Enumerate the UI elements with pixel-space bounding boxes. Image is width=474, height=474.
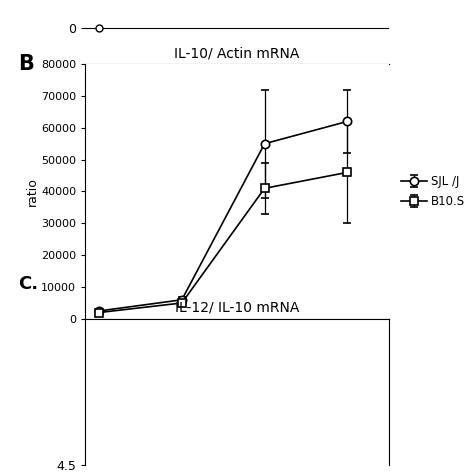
Text: C.: C.	[18, 275, 39, 293]
Title: IL-10/ Actin mRNA: IL-10/ Actin mRNA	[174, 46, 300, 60]
Legend: SJL /J, B10.S: SJL /J, B10.S	[401, 175, 465, 208]
X-axis label: day p.i.: day p.i.	[214, 89, 260, 102]
Y-axis label: ratio: ratio	[26, 177, 38, 206]
X-axis label: day p.i.: day p.i.	[214, 346, 260, 359]
Title: IL-12/ IL-10 mRNA: IL-12/ IL-10 mRNA	[175, 301, 299, 315]
Text: B: B	[18, 54, 35, 74]
